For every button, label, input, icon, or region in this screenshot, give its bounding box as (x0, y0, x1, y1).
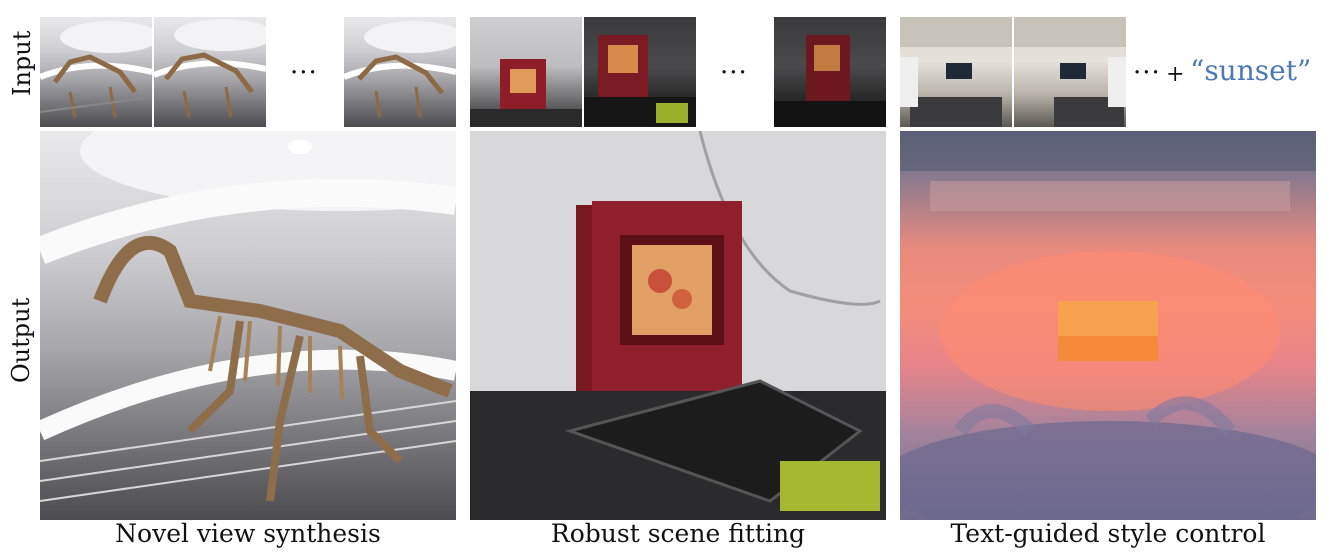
input-dino-thumbnail-1 (40, 17, 152, 127)
text-prompt: “sunset” (1190, 54, 1312, 87)
caption-novel-view-synthesis: Novel view synthesis (115, 519, 381, 548)
input-book-thumbnail-3 (774, 17, 886, 127)
output-book-render (470, 131, 886, 520)
input-dino-thumbnail-3 (344, 17, 456, 127)
output-dino-render (40, 131, 456, 520)
input-office-thumbnail-1 (900, 17, 1012, 127)
input-book-ellipsis: ··· (720, 58, 748, 88)
row-label-output: Output (7, 297, 35, 383)
input-office-thumbnail-2 (1014, 17, 1126, 127)
prompt-plus: + (1166, 62, 1185, 87)
caption-robust-scene-fitting: Robust scene fitting (550, 519, 806, 548)
input-book-thumbnail-1 (470, 17, 582, 127)
input-book-thumbnail-2 (584, 17, 696, 127)
caption-text-guided-style-control: Text-guided style control (950, 519, 1266, 548)
input-dino-thumbnail-2 (154, 17, 266, 127)
output-sunset-render (900, 131, 1316, 520)
row-label-input: Input (8, 30, 36, 96)
input-office-ellipsis: ··· (1133, 58, 1161, 88)
input-dino-ellipsis: ··· (290, 58, 318, 88)
